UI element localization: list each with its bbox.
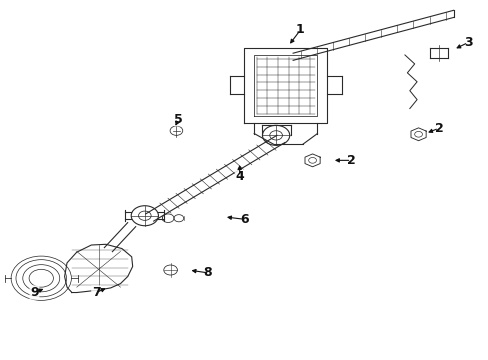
Text: 2: 2 xyxy=(434,122,443,135)
Text: 5: 5 xyxy=(174,113,183,126)
Text: 1: 1 xyxy=(295,23,304,36)
Text: 3: 3 xyxy=(463,36,471,49)
Text: 8: 8 xyxy=(203,266,212,279)
Text: 4: 4 xyxy=(235,170,244,183)
Text: 7: 7 xyxy=(92,286,101,299)
Text: 2: 2 xyxy=(346,154,355,167)
Text: 9: 9 xyxy=(30,286,39,299)
Text: 6: 6 xyxy=(240,213,248,226)
